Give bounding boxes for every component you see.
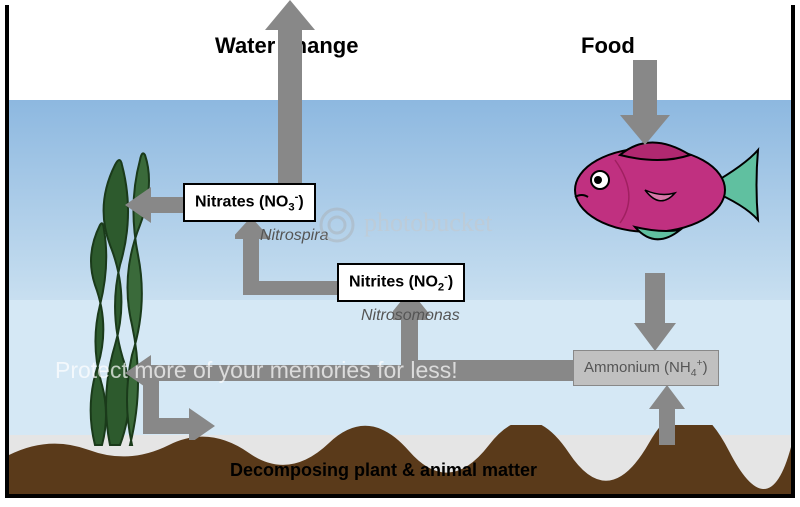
label-decomposing: Decomposing plant & animal matter [230, 460, 537, 481]
label-nitrospira: Nitrospira [260, 227, 328, 245]
box-nitrites: Nitrites (NO2-) [337, 263, 465, 302]
aquarium-diagram: Water change Food Nitrates (NO3-) Nitrit… [5, 5, 795, 502]
fish [560, 135, 760, 275]
box-ammonium: Ammonium (NH4+) [573, 350, 719, 386]
nitrites-label: Nitrites (NO [349, 273, 438, 290]
box-nitrates: Nitrates (NO3-) [183, 183, 316, 222]
arrow-water-change-up [260, 0, 320, 185]
arrow-nitrates-to-plant [125, 185, 185, 225]
label-nitrosomonas: Nitrosomonas [361, 307, 460, 325]
arrow-food-down [615, 60, 675, 145]
ammonium-label: Ammonium (NH [584, 359, 691, 376]
arrow-plant-to-decomp [135, 380, 215, 440]
arrow-decomp-to-ammonium [645, 385, 689, 445]
title-food: Food [581, 33, 635, 59]
nitrates-label: Nitrates (NO [195, 193, 288, 210]
arrow-fish-to-ammonium [630, 273, 680, 351]
